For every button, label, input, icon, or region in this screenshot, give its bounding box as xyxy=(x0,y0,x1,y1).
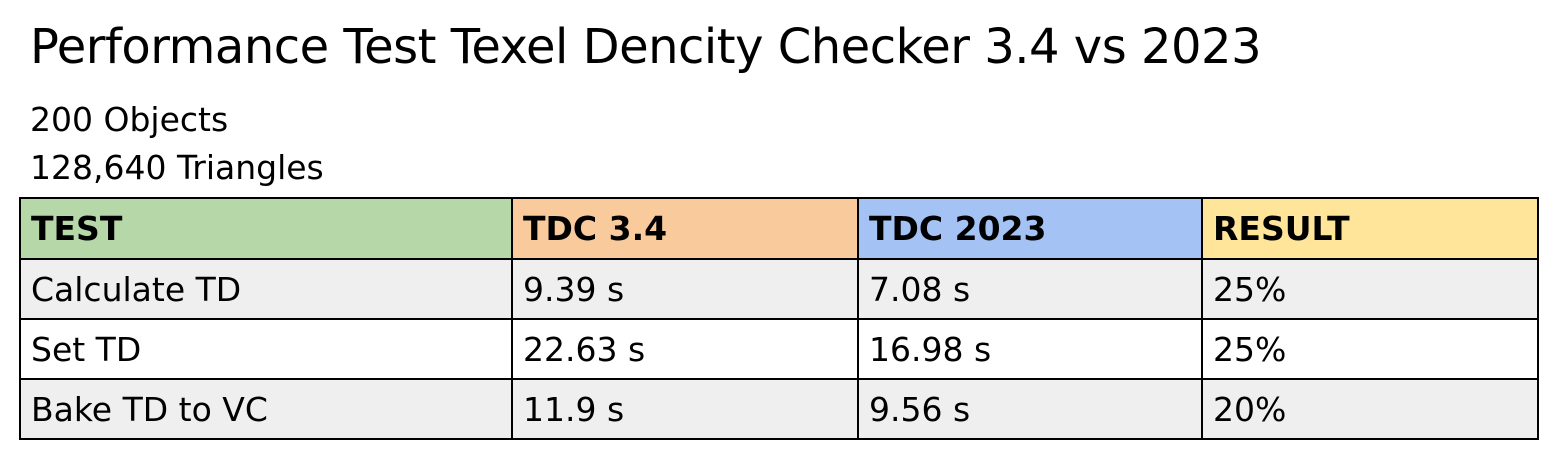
table-row: Set TD 22.63 s 16.98 s 25% xyxy=(19,318,1539,380)
performance-table: TEST TDC 3.4 TDC 2023 RESULT Calculate T… xyxy=(19,197,1539,440)
cell-tdc-2023: 16.98 s xyxy=(857,318,1203,380)
table-row: Bake TD to VC 11.9 s 9.56 s 20% xyxy=(19,378,1539,440)
cell-result: 25% xyxy=(1201,258,1539,320)
cell-tdc-3-4: 11.9 s xyxy=(511,378,859,440)
cell-test: Calculate TD xyxy=(19,258,513,320)
cell-tdc-2023: 7.08 s xyxy=(857,258,1203,320)
table-header-row: TEST TDC 3.4 TDC 2023 RESULT xyxy=(19,197,1539,260)
cell-test: Set TD xyxy=(19,318,513,380)
cell-test: Bake TD to VC xyxy=(19,378,513,440)
cell-result: 20% xyxy=(1201,378,1539,440)
table-row: Calculate TD 9.39 s 7.08 s 25% xyxy=(19,258,1539,320)
cell-result: 25% xyxy=(1201,318,1539,380)
triangles-count: 128,640 Triangles xyxy=(30,148,324,187)
header-tdc-3-4: TDC 3.4 xyxy=(511,197,859,260)
objects-count: 200 Objects xyxy=(30,100,229,139)
header-result: RESULT xyxy=(1201,197,1539,260)
cell-tdc-3-4: 9.39 s xyxy=(511,258,859,320)
cell-tdc-3-4: 22.63 s xyxy=(511,318,859,380)
header-test: TEST xyxy=(19,197,513,260)
cell-tdc-2023: 9.56 s xyxy=(857,378,1203,440)
header-tdc-2023: TDC 2023 xyxy=(857,197,1203,260)
page-title: Performance Test Texel Dencity Checker 3… xyxy=(30,19,1262,75)
